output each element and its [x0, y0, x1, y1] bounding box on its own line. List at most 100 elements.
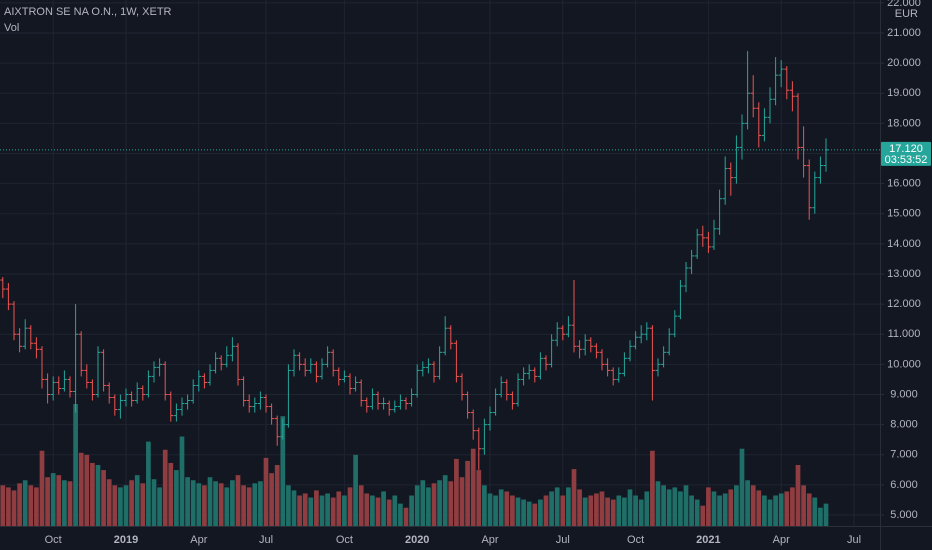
volume-bar [756, 490, 762, 526]
x-tick-label: 2020 [405, 534, 429, 546]
volume-bar [655, 481, 661, 526]
volume-bar [678, 491, 683, 526]
x-tick-label: Oct [336, 534, 353, 546]
volume-bar [179, 436, 185, 526]
last-price-label: 17.120 [889, 143, 923, 155]
volume-bar [90, 462, 95, 526]
volume-bar [185, 477, 190, 526]
volume-bar [207, 477, 213, 526]
volume-bar [571, 469, 577, 526]
volume-bar [750, 485, 756, 526]
volume-bar [325, 493, 330, 526]
volume-bar [246, 487, 252, 526]
volume-bar [358, 485, 364, 526]
volume-bar [633, 495, 638, 526]
volume-bar [230, 480, 235, 526]
volume-bar [638, 499, 644, 526]
volume-bar [672, 487, 678, 526]
volume-bar [364, 493, 370, 526]
volume-bar [34, 487, 39, 526]
volume-bar [375, 497, 381, 526]
volume-bar [812, 497, 818, 526]
volume-bar [241, 485, 246, 526]
volume-bar [286, 485, 291, 526]
volume-bar [62, 480, 67, 526]
chart-title: AIXTRON SE NA O.N., 1W, XETR [4, 6, 172, 18]
volume-bar [717, 495, 722, 526]
volume-bar [538, 499, 543, 526]
volume-bar [594, 493, 599, 526]
volume-bar [470, 448, 476, 526]
volume-bar [521, 499, 526, 526]
volume-bar [437, 480, 442, 526]
volume-bar [454, 458, 459, 526]
x-tick-label: Oct [45, 534, 62, 546]
volume-bar [549, 491, 554, 526]
y-tick-label: 7.000 [890, 449, 918, 461]
volume-bar [426, 487, 431, 526]
volume-bar [319, 495, 325, 526]
x-tick-label: Apr [773, 534, 790, 546]
volume-bar [218, 483, 224, 526]
volume-bar [543, 495, 549, 526]
volume-bar [762, 495, 767, 526]
volume-bar [739, 448, 745, 526]
volume-bar [157, 487, 162, 526]
volume-bar [190, 480, 196, 526]
volume-bar [235, 475, 241, 526]
volume-bar [162, 449, 168, 526]
volume-bar [700, 505, 706, 526]
volume-bar [17, 483, 22, 526]
volume-bar [560, 495, 566, 526]
y-tick-label: 8.000 [890, 419, 918, 431]
volume-bar [801, 485, 806, 526]
volume-bar [314, 490, 319, 526]
volume-bar [526, 501, 532, 526]
volume-bar [694, 499, 700, 526]
volume-bar [342, 495, 347, 526]
volume-bar [347, 487, 353, 526]
x-tick-label: Apr [190, 534, 207, 546]
volume-bar [683, 485, 689, 526]
volume-bar [644, 491, 650, 526]
volume-bar [146, 441, 151, 526]
volume-bar [297, 495, 302, 526]
volume-bar [370, 495, 375, 526]
y-tick-label: 6.000 [890, 479, 918, 491]
volume-bar [174, 470, 179, 526]
volume-bar [336, 491, 342, 526]
x-tick-label: Apr [481, 534, 498, 546]
volume-bar [627, 489, 633, 526]
volume-bar [252, 483, 258, 526]
x-tick-label: Oct [627, 534, 644, 546]
volume-bar [818, 507, 823, 526]
volume-bar [224, 487, 230, 526]
volume-bar [392, 495, 398, 526]
volume-bar [0, 485, 6, 526]
volume-bar [728, 489, 734, 526]
volume-bar [196, 483, 202, 526]
volume-bar [140, 483, 146, 526]
volume-bar [106, 479, 112, 526]
volume-bar [398, 503, 403, 526]
volume-bar [330, 497, 336, 526]
y-tick-label: 11.000 [888, 328, 921, 340]
x-tick-label: Jul [259, 534, 273, 546]
volume-bar [73, 404, 78, 526]
volume-bar [661, 485, 666, 526]
volume-bar [431, 483, 437, 526]
volume-bar [84, 454, 90, 526]
y-tick-label: 15.000 [887, 208, 921, 220]
x-tick-label: 2019 [114, 534, 138, 546]
volume-bar [734, 485, 739, 526]
y-tick-label: 13.000 [887, 268, 921, 280]
volume-bar [706, 487, 711, 526]
volume-bar [129, 480, 134, 526]
volume-bar [101, 470, 106, 526]
y-tick-label: 21.000 [887, 27, 921, 39]
volume-bar [386, 499, 392, 526]
volume-bar [409, 495, 414, 526]
volume-bar [118, 487, 123, 526]
